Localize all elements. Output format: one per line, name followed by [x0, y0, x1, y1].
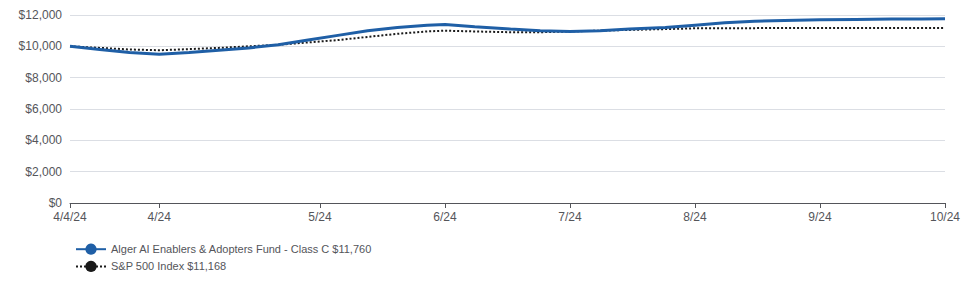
svg-text:S&P 500 Index $11,168: S&P 500 Index $11,168 — [111, 260, 226, 272]
svg-text:Alger AI Enablers & Adopters F: Alger AI Enablers & Adopters Fund - Clas… — [111, 243, 371, 255]
svg-text:9/24: 9/24 — [808, 210, 832, 224]
svg-text:7/24: 7/24 — [558, 210, 582, 224]
svg-text:5/24: 5/24 — [308, 210, 332, 224]
svg-text:$2,000: $2,000 — [25, 165, 62, 179]
svg-text:$12,000: $12,000 — [19, 8, 63, 22]
svg-text:6/24: 6/24 — [433, 210, 457, 224]
svg-text:10/24: 10/24 — [930, 210, 960, 224]
svg-text:$10,000: $10,000 — [19, 39, 63, 53]
svg-text:4/24: 4/24 — [148, 210, 172, 224]
svg-text:$6,000: $6,000 — [25, 102, 62, 116]
svg-text:4/4/24: 4/4/24 — [53, 210, 87, 224]
svg-text:8/24: 8/24 — [683, 210, 707, 224]
svg-text:$8,000: $8,000 — [25, 71, 62, 85]
svg-text:$4,000: $4,000 — [25, 133, 62, 147]
svg-text:$0: $0 — [49, 196, 63, 210]
